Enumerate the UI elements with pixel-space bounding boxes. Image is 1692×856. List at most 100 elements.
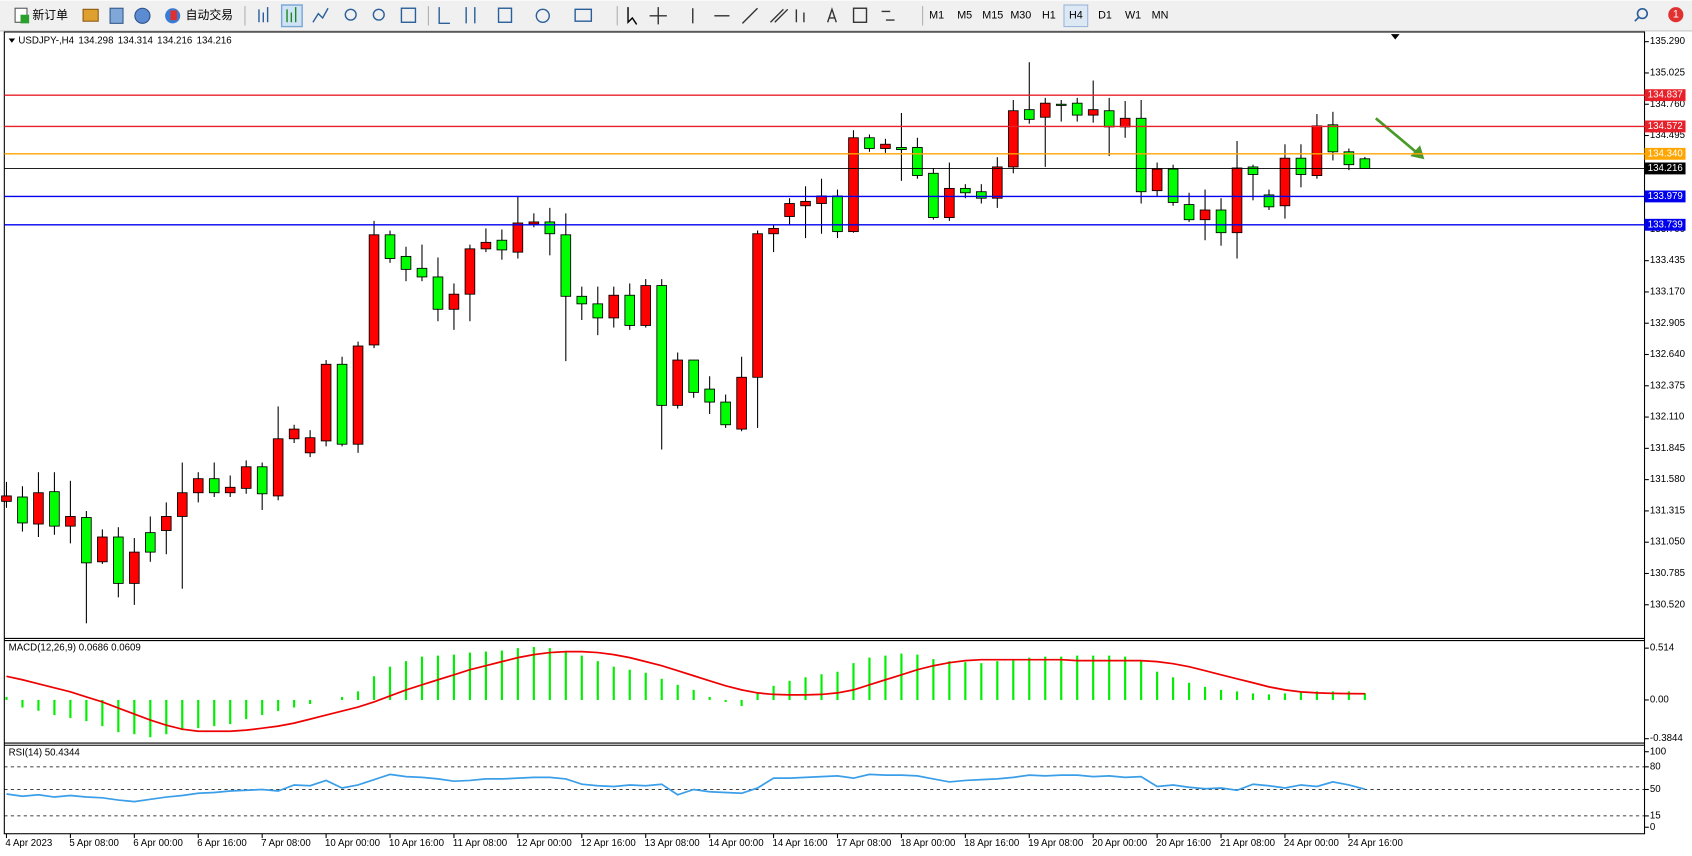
annotation-arrow bbox=[1374, 117, 1417, 153]
candle-body bbox=[1119, 117, 1131, 128]
candle-body bbox=[224, 486, 236, 494]
price-level-box bbox=[1644, 89, 1686, 102]
candle-body bbox=[912, 147, 923, 176]
candle-body bbox=[864, 137, 875, 149]
timeframe-button[interactable]: M30 bbox=[1010, 10, 1031, 22]
candle-body bbox=[1327, 124, 1339, 153]
x-tick-label: 13 Apr 08:00 bbox=[645, 838, 701, 849]
auto-trading-button[interactable]: 自动交易 bbox=[165, 8, 233, 24]
price-level-box bbox=[1644, 190, 1686, 203]
price-level-box bbox=[1644, 147, 1686, 160]
timeframe-button[interactable]: H1 bbox=[1042, 10, 1056, 22]
candle-body bbox=[496, 239, 508, 251]
indicator-title: RSI(14) 50.4344 bbox=[9, 747, 81, 758]
indicator-title: MACD(12,26,9) 0.0686 0.0609 bbox=[9, 643, 141, 654]
candle-body bbox=[97, 536, 108, 563]
candle-body bbox=[848, 137, 859, 233]
shift-marker[interactable] bbox=[1390, 34, 1400, 40]
arrows-icon[interactable] bbox=[881, 10, 895, 21]
text-icon[interactable] bbox=[826, 7, 837, 23]
button-label: 自动交易 bbox=[186, 8, 233, 22]
button-label: 新订单 bbox=[32, 8, 68, 22]
candle-body bbox=[752, 233, 763, 378]
x-tick-label: 14 Apr 16:00 bbox=[772, 838, 828, 849]
cursor-icon[interactable] bbox=[627, 7, 638, 25]
fibo-icon[interactable] bbox=[795, 9, 805, 23]
y-tick-label: 132.110 bbox=[1650, 412, 1685, 423]
timeframe-button[interactable]: M15 bbox=[982, 10, 1003, 22]
line-chart-icon[interactable] bbox=[312, 7, 329, 23]
right-icons: 1 bbox=[1634, 7, 1684, 23]
price-level-box bbox=[1644, 120, 1686, 133]
channel-icon[interactable] bbox=[769, 8, 789, 23]
candle-body bbox=[1215, 209, 1227, 234]
y-tick-label: -0.3844 bbox=[1650, 733, 1684, 744]
trendline-icon[interactable] bbox=[741, 7, 759, 24]
candle-body bbox=[800, 200, 811, 207]
candle-body bbox=[1023, 109, 1035, 120]
autoscroll-icon[interactable] bbox=[438, 7, 450, 25]
indicators-icon[interactable] bbox=[497, 7, 513, 23]
price-level-label: 134.216 bbox=[1648, 163, 1683, 174]
zoom-in-icon[interactable] bbox=[344, 8, 357, 21]
candle-body bbox=[448, 293, 460, 310]
candle-body bbox=[928, 172, 939, 218]
x-tick-label: 4 Apr 2023 bbox=[5, 838, 52, 849]
x-tick-label: 17 Apr 08:00 bbox=[836, 838, 892, 849]
y-tick-label: 50 bbox=[1650, 784, 1661, 795]
indicator-line bbox=[6, 650, 1365, 733]
price-level-box bbox=[1644, 162, 1686, 175]
timeframe-button[interactable]: MN bbox=[1152, 10, 1169, 22]
shift-icon[interactable] bbox=[465, 7, 476, 24]
timeframe-button[interactable]: D1 bbox=[1098, 10, 1112, 22]
icon bbox=[20, 14, 30, 24]
crosshair-icon[interactable] bbox=[649, 7, 667, 25]
timeframe-button[interactable]: M1 bbox=[929, 10, 944, 22]
candle-body bbox=[304, 437, 316, 454]
label-icon[interactable] bbox=[852, 7, 868, 23]
candle-body bbox=[208, 478, 220, 494]
candle-body bbox=[1071, 102, 1083, 116]
x-tick-label: 11 Apr 08:00 bbox=[453, 838, 508, 849]
chart-layer: 135.290135.025134.760134.495133.700133.4… bbox=[1, 35, 1686, 849]
zoom-out-icon[interactable] bbox=[372, 8, 385, 21]
candle-body bbox=[176, 492, 188, 517]
templates-icon[interactable] bbox=[574, 8, 593, 22]
tile-icon[interactable] bbox=[400, 7, 417, 23]
new-order-button[interactable]: 新订单 bbox=[14, 7, 68, 24]
icon[interactable] bbox=[109, 7, 124, 24]
y-tick-label: 134.495 bbox=[1650, 130, 1685, 141]
search-icon[interactable] bbox=[1636, 7, 1649, 20]
chart-frame bbox=[3, 31, 1646, 835]
candle-body bbox=[640, 285, 652, 326]
timeframe-button[interactable]: W1 bbox=[1125, 10, 1141, 22]
timeframe-button[interactable]: H4 bbox=[1069, 10, 1083, 22]
candle-body bbox=[1039, 102, 1051, 118]
candle-body bbox=[592, 303, 604, 319]
periods-icon[interactable] bbox=[535, 8, 550, 23]
candle-body bbox=[49, 491, 60, 527]
notification-badge[interactable] bbox=[1668, 7, 1684, 23]
icon[interactable] bbox=[134, 7, 151, 24]
candle-body bbox=[1343, 151, 1355, 166]
icon[interactable] bbox=[82, 8, 99, 22]
y-tick-label: 132.375 bbox=[1650, 380, 1685, 391]
candle-body bbox=[288, 428, 300, 440]
price-level-label: 133.979 bbox=[1648, 191, 1683, 202]
menu-triangle[interactable] bbox=[8, 38, 16, 43]
price-level-label: 134.340 bbox=[1648, 148, 1684, 159]
timeframe-button[interactable]: M5 bbox=[957, 10, 972, 22]
y-tick-label: 0.00 bbox=[1650, 695, 1669, 706]
candle-body bbox=[272, 438, 284, 497]
candle-icon[interactable] bbox=[286, 7, 297, 23]
y-tick-label: 0.514 bbox=[1650, 643, 1675, 654]
x-tick-label: 5 Apr 08:00 bbox=[69, 838, 119, 849]
candle-body bbox=[832, 195, 843, 233]
bar-chart-icon[interactable] bbox=[258, 7, 269, 23]
y-tick-label: 133.170 bbox=[1650, 286, 1686, 297]
candle-body bbox=[512, 222, 524, 253]
candle-body bbox=[944, 187, 955, 218]
candle-body bbox=[1183, 204, 1195, 221]
y-tick-label: 133.435 bbox=[1650, 255, 1685, 266]
